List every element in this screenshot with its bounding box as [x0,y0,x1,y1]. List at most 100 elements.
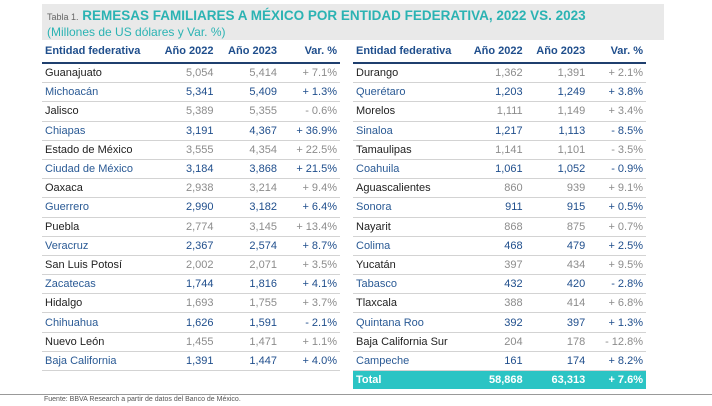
table-title-box: Tabla 1. REMESAS FAMILIARES A MÉXICO POR… [42,4,664,40]
variation-cell: + 6.4% [279,197,340,218]
value-2022-cell: 1,626 [153,312,217,333]
value-2023-cell: 1,149 [525,101,589,122]
value-2022-cell: 911 [463,197,526,218]
table-row: Sinaloa 1,217 1,113- 8.5% [353,121,646,141]
table-row: San Luis Potosí 2,002 2,071 + 3.5% [42,255,340,276]
table-row: Ciudad de México 3,184 3,868 + 21.5% [42,159,340,180]
table-row: Hidalgo 1,693 1,755 + 3.7% [42,293,340,314]
total-2022: 58,868 [463,370,526,389]
value-2022-cell: 1,111 [463,101,526,122]
variation-cell: + 7.1% [279,63,340,84]
value-2022-cell: 2,367 [153,236,217,256]
table-row: Chiapas 3,191 4,367 + 36.9% [42,121,340,141]
col-header-var: Var. % [588,40,646,64]
entity-cell: Yucatán [353,255,464,276]
table-row: Campeche 161 174 + 8.2% [353,351,646,372]
variation-cell: + 1.3% [588,312,646,333]
table-row: Puebla 2,774 3,145 + 13.4% [42,217,340,237]
value-2023-cell: 3,868 [216,159,280,180]
table-row: Estado de México 3,555 4,354 + 22.5% [42,140,340,160]
col-header-2022: Año 2022 [153,40,217,64]
entity-cell: Estado de México [42,140,154,160]
variation-cell: + 1.3% [279,82,340,103]
table-row: Veracruz 2,367 2,574 + 8.7% [42,236,340,256]
table-row: Quintana Roo 392 397 + 1.3% [353,312,646,333]
value-2023-cell: 939 [525,178,589,199]
total-row: Total 58,868 63,313 + 7.6% [353,370,646,389]
col-header-entity: Entidad federativa [353,40,464,64]
entity-cell: Durango [353,63,464,84]
value-2022-cell: 2,774 [153,217,217,237]
value-2022-cell: 1,391 [153,351,217,372]
variation-cell: - 0.6% [279,101,340,122]
entity-cell: Baja California [42,351,154,372]
value-2022-cell: 2,938 [153,178,217,199]
value-2022-cell: 3,191 [153,121,217,141]
col-header-2023: Año 2023 [525,40,589,64]
value-2023-cell: 1,113 [525,121,589,141]
entity-cell: Nayarit [353,217,464,237]
entity-cell: Chihuahua [42,312,154,333]
variation-cell: + 2.1% [588,63,646,84]
value-2023-cell: 397 [525,312,589,333]
value-2023-cell: 5,414 [216,63,280,84]
table-row: Coahuila 1,061 1,052- 0.9% [353,159,646,180]
value-2022-cell: 3,184 [153,159,217,180]
value-2023-cell: 434 [525,255,589,276]
value-2023-cell: 178 [525,332,589,352]
value-2022-cell: 1,203 [463,82,526,103]
entity-cell: Aguascalientes [353,178,464,199]
table-number: Tabla 1. [47,12,79,22]
entity-cell: Campeche [353,351,464,372]
header-row: Entidad federativa Año 2022 Año 2023 Var… [42,40,340,64]
variation-cell: - 2.8% [588,274,646,295]
value-2023-cell: 5,355 [216,101,280,122]
variation-cell: - 0.9% [588,159,646,180]
value-2022-cell: 1,362 [463,63,526,84]
value-2023-cell: 174 [525,351,589,372]
entity-cell: Morelos [353,101,464,122]
total-var: + 7.6% [588,370,646,389]
value-2023-cell: 5,409 [216,82,280,103]
variation-cell: - 2.1% [279,312,340,333]
entity-cell: Ciudad de México [42,159,154,180]
value-2023-cell: 1,471 [216,332,280,352]
variation-cell: + 0.7% [588,217,646,237]
value-2023-cell: 420 [525,274,589,295]
value-2022-cell: 860 [463,178,526,199]
value-2022-cell: 204 [463,332,526,352]
value-2023-cell: 3,145 [216,217,280,237]
variation-cell: + 9.1% [588,178,646,199]
variation-cell: + 13.4% [279,217,340,237]
variation-cell: + 9.4% [279,178,340,199]
bottom-divider [0,394,712,395]
value-2022-cell: 1,141 [463,140,526,160]
value-2022-cell: 432 [463,274,526,295]
source-note: Fuente: BBVA Research a partir de datos … [44,396,241,403]
table-row: Guerrero 2,990 3,182 + 6.4% [42,197,340,218]
value-2023-cell: 1,755 [216,293,280,314]
entity-cell: Oaxaca [42,178,154,199]
value-2022-cell: 868 [463,217,526,237]
table-row: Michoacán 5,341 5,409 + 1.3% [42,82,340,103]
entity-cell: Baja California Sur [353,332,464,352]
value-2023-cell: 1,816 [216,274,280,295]
value-2023-cell: 2,574 [216,236,280,256]
table-row: Morelos 1,111 1,149 + 3.4% [353,101,646,122]
total-label: Total [353,370,464,389]
header-row: Entidad federativa Año 2022 Año 2023 Var… [353,40,646,64]
variation-cell: + 2.5% [588,236,646,256]
value-2023-cell: 414 [525,293,589,314]
col-header-var: Var. % [279,40,340,64]
entity-cell: Tabasco [353,274,464,295]
variation-cell: + 21.5% [279,159,340,180]
value-2023-cell: 875 [525,217,589,237]
entity-cell: Puebla [42,217,154,237]
table-row: Aguascalientes 860 939 + 9.1% [353,178,646,199]
table-row: Tlaxcala 388 414 + 6.8% [353,293,646,314]
entity-cell: Coahuila [353,159,464,180]
table-row: Nuevo León 1,455 1,471 + 1.1% [42,332,340,352]
value-2022-cell: 5,389 [153,101,217,122]
table-row: Zacatecas 1,744 1,816 + 4.1% [42,274,340,295]
value-2022-cell: 5,054 [153,63,217,84]
